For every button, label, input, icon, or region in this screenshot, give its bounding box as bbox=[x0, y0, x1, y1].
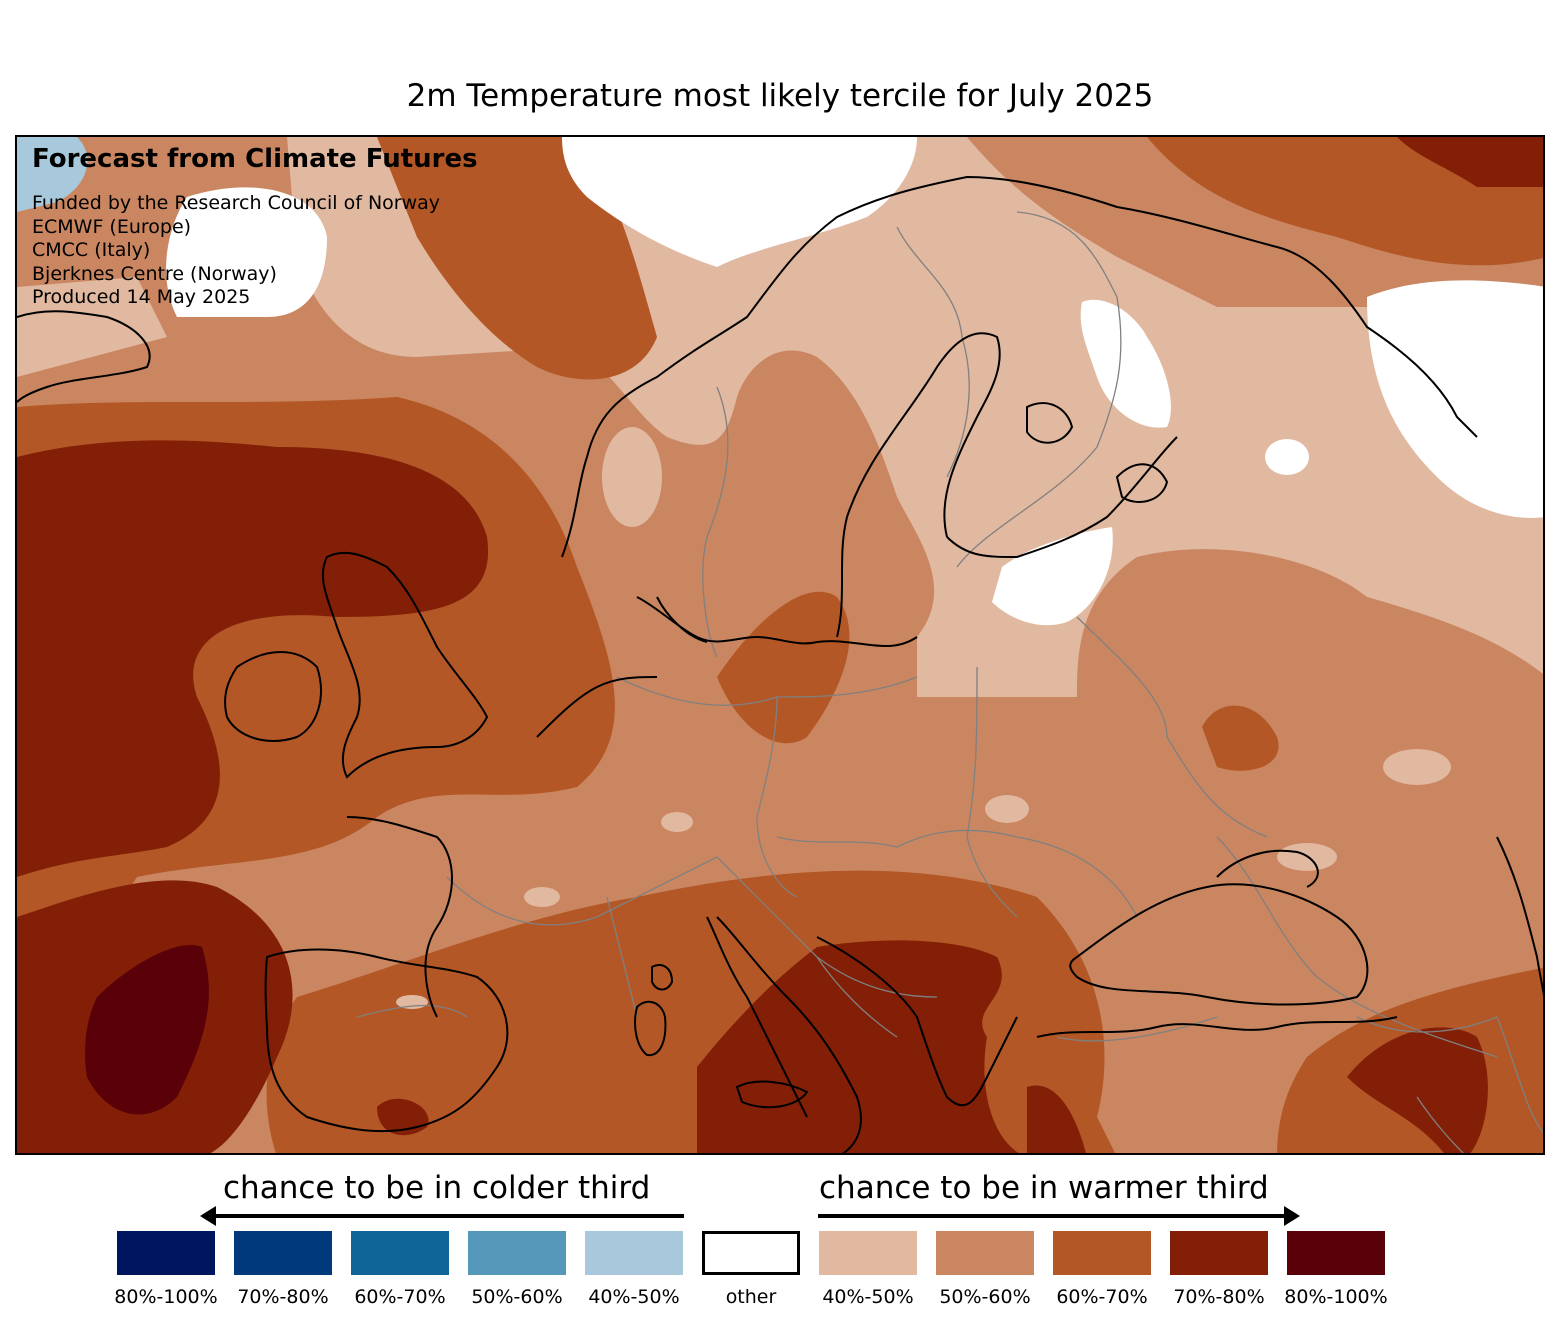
colder-arrow bbox=[200, 1206, 684, 1226]
credit-line-funding: Funded by the Research Council of Norway bbox=[32, 192, 441, 214]
region-balkans-70-80 bbox=[697, 940, 1019, 1153]
legend-swatch-cold-40-50 bbox=[585, 1231, 683, 1275]
patch-france-40-50 bbox=[524, 887, 560, 907]
map-title: 2m Temperature most likely tercile for J… bbox=[406, 78, 1154, 114]
patch-norway-40-50 bbox=[873, 334, 901, 370]
legend-arrows bbox=[200, 1206, 1300, 1226]
region-arctic-60-70 bbox=[1147, 137, 1543, 266]
region-turkey-east-70-80 bbox=[1347, 1027, 1488, 1153]
legend-swatch-warm-70-80 bbox=[1170, 1231, 1268, 1275]
legend-label-warm-70-80: 70%-80% bbox=[1173, 1286, 1265, 1308]
tercile-map bbox=[17, 137, 1543, 1153]
other-iceland-sea bbox=[166, 187, 327, 317]
warmer-caption: chance to be in warmer third bbox=[819, 1170, 1269, 1206]
patch-germany-40-50 bbox=[661, 812, 693, 832]
credit-line-ecmwf: ECMWF (Europe) bbox=[32, 215, 192, 238]
legend-swatch-warm-80-100 bbox=[1287, 1231, 1385, 1275]
credit-line-cmcc: CMCC (Italy) bbox=[32, 239, 151, 261]
region-greece-east-70-80 bbox=[1027, 1085, 1086, 1153]
patch-ukraine-40-50 bbox=[1383, 749, 1451, 785]
legend-swatch-cold-70-80 bbox=[234, 1231, 332, 1275]
legend-label-cold-50-60: 50%-60% bbox=[471, 1286, 563, 1308]
legend-swatch-warm-50-60 bbox=[936, 1231, 1034, 1275]
legend-swatch-warm-40-50 bbox=[819, 1231, 917, 1275]
legend-swatch-warm-60-70 bbox=[1053, 1231, 1151, 1275]
other-norwegian-sea bbox=[562, 137, 917, 267]
other-karelia bbox=[1080, 299, 1171, 428]
legend-label-warm-60-70: 60%-70% bbox=[1056, 1286, 1148, 1308]
legend-swatch-cold-80-100 bbox=[117, 1231, 215, 1275]
warmer-arrow bbox=[818, 1206, 1300, 1226]
legend-label-warm-40-50: 40%-50% bbox=[822, 1286, 914, 1308]
legend-label-cold-70-80: 70%-80% bbox=[237, 1286, 329, 1308]
legend-label-other: other bbox=[725, 1286, 777, 1308]
region-atlantic-70-80 bbox=[17, 440, 489, 877]
legend-label-cold-60-70: 60%-70% bbox=[354, 1286, 446, 1308]
credit-line-bjerknes: Bjerknes Centre (Norway) bbox=[32, 262, 277, 285]
patch-sweden-40-50 bbox=[602, 427, 662, 527]
legend-swatch-cold-50-60 bbox=[468, 1231, 566, 1275]
region-baltic-60-70 bbox=[717, 591, 850, 744]
map-panel: Forecast from Climate Futures Funded by … bbox=[15, 135, 1545, 1155]
legend-label-warm-80-100: 80%-100% bbox=[1284, 1286, 1388, 1308]
legend-label-cold-40-50: 40%-50% bbox=[588, 1286, 680, 1308]
credits-block: Forecast from Climate Futures Funded by … bbox=[32, 144, 478, 310]
legend-swatch-other bbox=[702, 1231, 800, 1275]
region-greenland-cold-40-50 bbox=[17, 137, 88, 212]
other-russia-patch bbox=[1265, 439, 1309, 475]
other-white-sea bbox=[1367, 280, 1543, 518]
legend-label-warm-50-60: 50%-60% bbox=[939, 1286, 1031, 1308]
coastlines bbox=[17, 175, 1543, 1153]
colder-caption: chance to be in colder third bbox=[223, 1170, 651, 1206]
other-baltic-states bbox=[992, 527, 1113, 626]
credits-heading: Forecast from Climate Futures bbox=[32, 144, 478, 174]
region-arctic-70-80 bbox=[1397, 137, 1543, 187]
patch-spain-40-50 bbox=[396, 995, 428, 1009]
region-belarus-60-70 bbox=[1202, 705, 1279, 771]
region-northsea-60-70 bbox=[377, 137, 657, 380]
legend-label-cold-80-100: 80%-100% bbox=[114, 1286, 218, 1308]
patch-poland-40-50 bbox=[985, 795, 1029, 823]
credit-line-produced: Produced 14 May 2025 bbox=[32, 286, 251, 308]
legend-swatch-cold-60-70 bbox=[351, 1231, 449, 1275]
country-borders bbox=[356, 211, 1543, 1153]
region-spain-south-70-80 bbox=[377, 1098, 429, 1136]
region-nw-40-50 bbox=[17, 277, 167, 377]
region-iberia-80-100 bbox=[85, 945, 209, 1115]
